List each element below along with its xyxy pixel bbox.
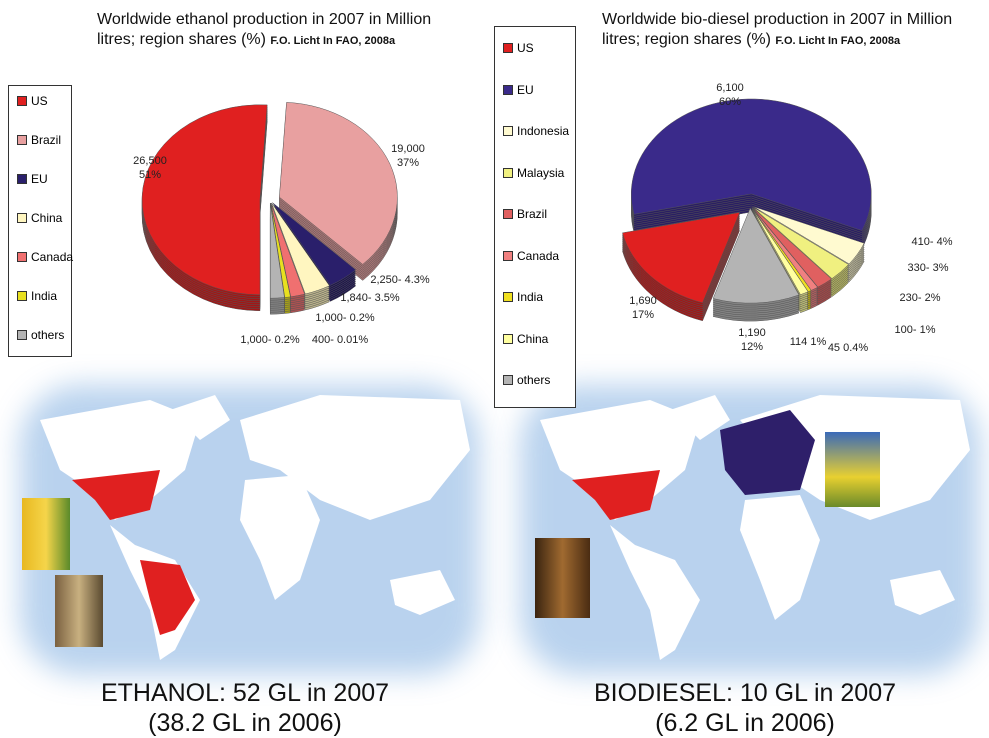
legend-item: EU xyxy=(503,83,534,97)
legend-swatch xyxy=(503,126,513,136)
legend-label: Brazil xyxy=(31,133,61,147)
source: F.O. Licht In FAO, 2008a xyxy=(775,35,900,47)
legend-item: China xyxy=(17,211,62,225)
value-label: 230- 2% xyxy=(900,291,941,305)
legend-label: US xyxy=(31,94,48,108)
value-label: 100- 1% xyxy=(895,323,936,337)
value-label: 330- 3% xyxy=(908,261,949,275)
legend-item: US xyxy=(17,94,48,108)
legend-swatch xyxy=(17,213,27,223)
legend-swatch xyxy=(17,291,27,301)
legend-item: India xyxy=(503,290,543,304)
caption-line: BIODIESEL: 10 GL in 2007 xyxy=(500,678,989,708)
value-label: 1,000- 0.2% xyxy=(315,311,374,325)
legend-label: India xyxy=(517,290,543,304)
legend-label: Canada xyxy=(517,249,559,263)
legend-swatch xyxy=(17,174,27,184)
value-label: 1,690 17% xyxy=(621,294,665,322)
legend-swatch xyxy=(17,135,27,145)
legend-swatch xyxy=(17,96,27,106)
value-label: 45 0.4% xyxy=(826,341,870,355)
world-map xyxy=(20,385,480,675)
legend-item: EU xyxy=(17,172,48,186)
legend-item: Canada xyxy=(17,250,73,264)
legend-label: others xyxy=(517,373,550,387)
caption-line: (38.2 GL in 2006) xyxy=(0,708,490,738)
value-label: 1,840- 3.5% xyxy=(340,291,399,305)
legend-item: Brazil xyxy=(503,207,547,221)
legend-swatch xyxy=(503,43,513,53)
value-label: 6,100 60% xyxy=(708,81,752,109)
value-label: 2,250- 4.3% xyxy=(370,273,429,287)
value-label: 1,000- 0.2% xyxy=(240,333,299,347)
legend-label: EU xyxy=(31,172,48,186)
legend-swatch xyxy=(503,251,513,261)
value-label: 114 1% xyxy=(786,335,830,349)
legend-label: Indonesia xyxy=(517,124,569,138)
legend-label: India xyxy=(31,289,57,303)
chart-title: Worldwide ethanol production in 2007 in … xyxy=(97,10,467,51)
legend-item: Brazil xyxy=(17,133,61,147)
caption-line: ETHANOL: 52 GL in 2007 xyxy=(0,678,490,708)
legend-item: others xyxy=(503,373,550,387)
legend: US EU Indonesia Malaysia Brazil Canada India Ch… xyxy=(494,26,576,408)
legend-swatch xyxy=(17,252,27,262)
legend-item: Indonesia xyxy=(503,124,569,138)
world-map xyxy=(520,385,980,675)
legend-label: EU xyxy=(517,83,534,97)
source: F.O. Licht In FAO, 2008a xyxy=(270,35,395,47)
value-label: 400- 0.01% xyxy=(312,333,368,347)
legend-swatch xyxy=(503,85,513,95)
legend-swatch xyxy=(503,209,513,219)
caption: BIODIESEL: 10 GL in 2007(6.2 GL in 2006) xyxy=(500,678,989,738)
legend-swatch xyxy=(17,330,27,340)
value-label: 410- 4% xyxy=(912,235,953,249)
legend-label: Malaysia xyxy=(517,166,564,180)
page: Worldwide ethanol production in 2007 in … xyxy=(0,0,989,738)
legend-swatch xyxy=(503,292,513,302)
caption-line: (6.2 GL in 2006) xyxy=(500,708,989,738)
legend-item: others xyxy=(17,328,64,342)
legend-item: India xyxy=(17,289,57,303)
legend-item: China xyxy=(503,332,548,346)
chart-title: Worldwide bio-diesel production in 2007 … xyxy=(602,10,982,51)
legend: US Brazil EU China Canada India others xyxy=(8,85,72,357)
legend-swatch xyxy=(503,334,513,344)
value-label: 19,000 37% xyxy=(386,142,430,170)
legend-label: China xyxy=(31,211,62,225)
legend-swatch xyxy=(503,375,513,385)
legend-item: Malaysia xyxy=(503,166,564,180)
legend-label: Canada xyxy=(31,250,73,264)
legend-item: US xyxy=(503,41,534,55)
caption: ETHANOL: 52 GL in 2007(38.2 GL in 2006) xyxy=(0,678,490,738)
legend-swatch xyxy=(503,168,513,178)
legend-label: others xyxy=(31,328,64,342)
legend-label: China xyxy=(517,332,548,346)
legend-label: Brazil xyxy=(517,207,547,221)
legend-item: Canada xyxy=(503,249,559,263)
value-label: 1,190 12% xyxy=(730,326,774,354)
value-label: 26,500 51% xyxy=(128,154,172,182)
legend-label: US xyxy=(517,41,534,55)
